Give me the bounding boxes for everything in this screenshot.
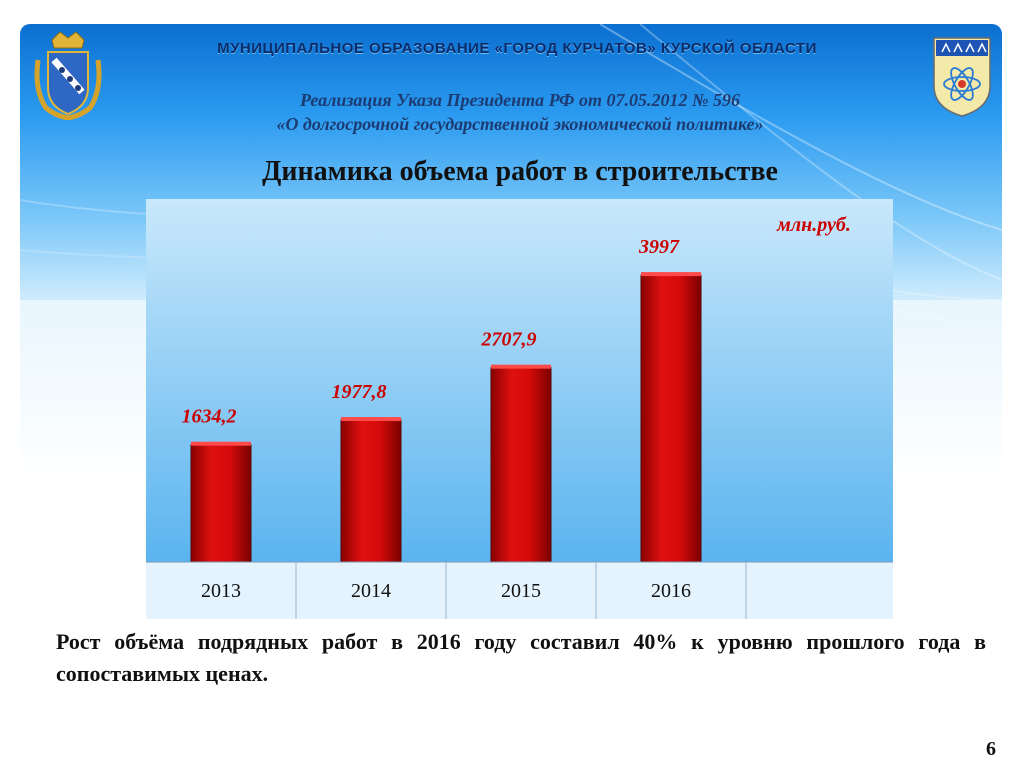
- category-label-2016: 2016: [651, 580, 691, 602]
- category-label-2015: 2015: [501, 580, 541, 602]
- summary-text: Рост объёма подрядных работ в 2016 году …: [56, 629, 986, 686]
- value-label-2014: 1977,8: [332, 381, 387, 403]
- bar-top-2015: [491, 364, 551, 369]
- value-label-2016: 3997: [638, 236, 680, 258]
- page-number: 6: [986, 738, 996, 760]
- category-label-2013: 2013: [201, 580, 241, 602]
- bar-2014: [340, 419, 402, 563]
- bar-2015: [490, 367, 552, 563]
- bar-top-2013: [191, 441, 251, 446]
- bar-2016: [640, 274, 702, 563]
- kursk-coat-of-arms-icon: [34, 31, 102, 120]
- bar-chart: 1634,2 2013 1977,8 2014 2707,9 2015 3997 2016 мл…: [146, 214, 893, 619]
- unit-label: млн.руб.: [776, 214, 851, 236]
- chart-title: Динамика объема работ в строительстве: [262, 156, 778, 187]
- value-label-2013: 1634,2: [182, 406, 237, 428]
- category-label-2014: 2014: [351, 580, 391, 602]
- organization-title: МУНИЦИПАЛЬНОЕ ОБРАЗОВАНИЕ «ГОРОД КУРЧАТО…: [217, 40, 817, 57]
- bar-top-2014: [341, 417, 401, 422]
- value-label-2015: 2707,9: [481, 329, 537, 351]
- bar-top-2016: [641, 272, 701, 277]
- bar-2013: [190, 444, 252, 563]
- subtitle-decree: Реализация Указа Президента РФ от 07.05.…: [300, 90, 740, 110]
- kurchatov-coat-of-arms-icon: [933, 37, 991, 117]
- subtitle-policy: «О долгосрочной государственной экономич…: [276, 114, 764, 134]
